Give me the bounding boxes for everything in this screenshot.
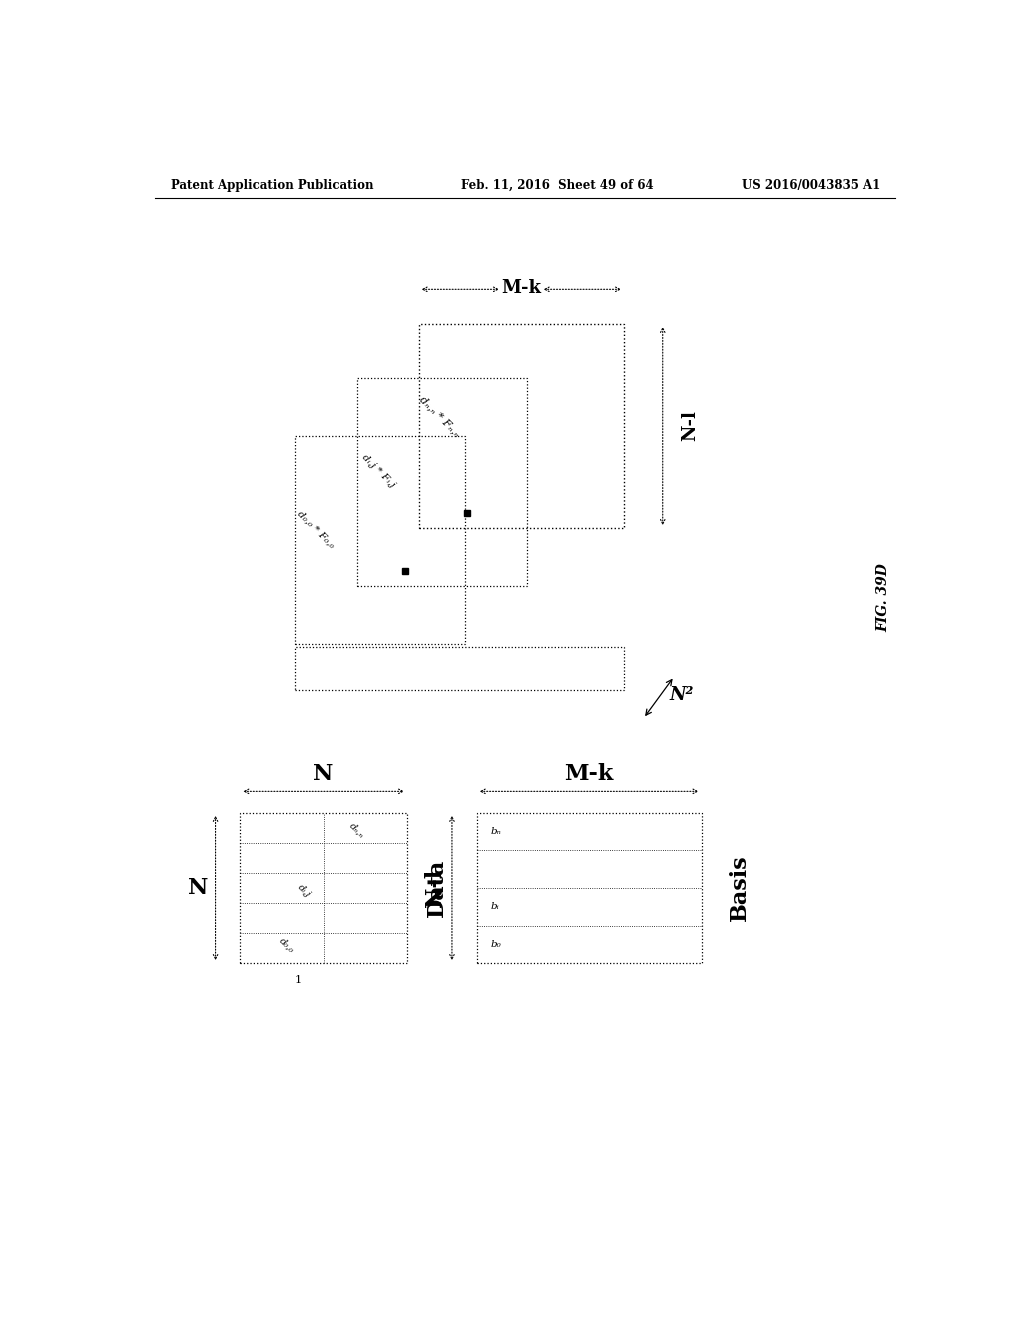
Text: d₀,₀ * F₀,₀: d₀,₀ * F₀,₀: [296, 508, 337, 549]
Text: M-k: M-k: [564, 763, 613, 785]
Text: Patent Application Publication: Patent Application Publication: [171, 178, 373, 191]
Text: dₙ,ₙ: dₙ,ₙ: [348, 821, 367, 841]
Text: dᵢ,j: dᵢ,j: [296, 883, 312, 899]
Bar: [295, 436, 465, 644]
Text: dₙ,ₙ * Fₙ,ₙ: dₙ,ₙ * Fₙ,ₙ: [418, 393, 463, 438]
Bar: [477, 813, 701, 964]
Text: b₀: b₀: [490, 940, 502, 949]
Text: M-k: M-k: [502, 279, 542, 297]
Text: bₙ: bₙ: [490, 828, 502, 836]
Text: FIG. 39D: FIG. 39D: [877, 562, 891, 632]
Text: N: N: [313, 763, 334, 785]
Text: N: N: [188, 876, 209, 899]
Text: Basis: Basis: [729, 854, 752, 921]
Text: N-l: N-l: [681, 411, 698, 441]
Bar: [419, 323, 624, 528]
Bar: [241, 813, 407, 964]
Text: dᵢ,j * Fᵢ,j: dᵢ,j * Fᵢ,j: [360, 453, 396, 490]
Text: N²: N²: [670, 686, 694, 705]
Text: Data: Data: [425, 859, 447, 917]
Text: d₀,₀: d₀,₀: [278, 936, 296, 954]
Bar: [356, 378, 527, 586]
Text: 1: 1: [295, 975, 302, 985]
Bar: [295, 647, 624, 689]
Text: US 2016/0043835 A1: US 2016/0043835 A1: [741, 178, 880, 191]
Text: N-l: N-l: [424, 869, 445, 907]
Text: Feb. 11, 2016  Sheet 49 of 64: Feb. 11, 2016 Sheet 49 of 64: [461, 178, 654, 191]
Text: bᵢ: bᵢ: [490, 903, 500, 911]
